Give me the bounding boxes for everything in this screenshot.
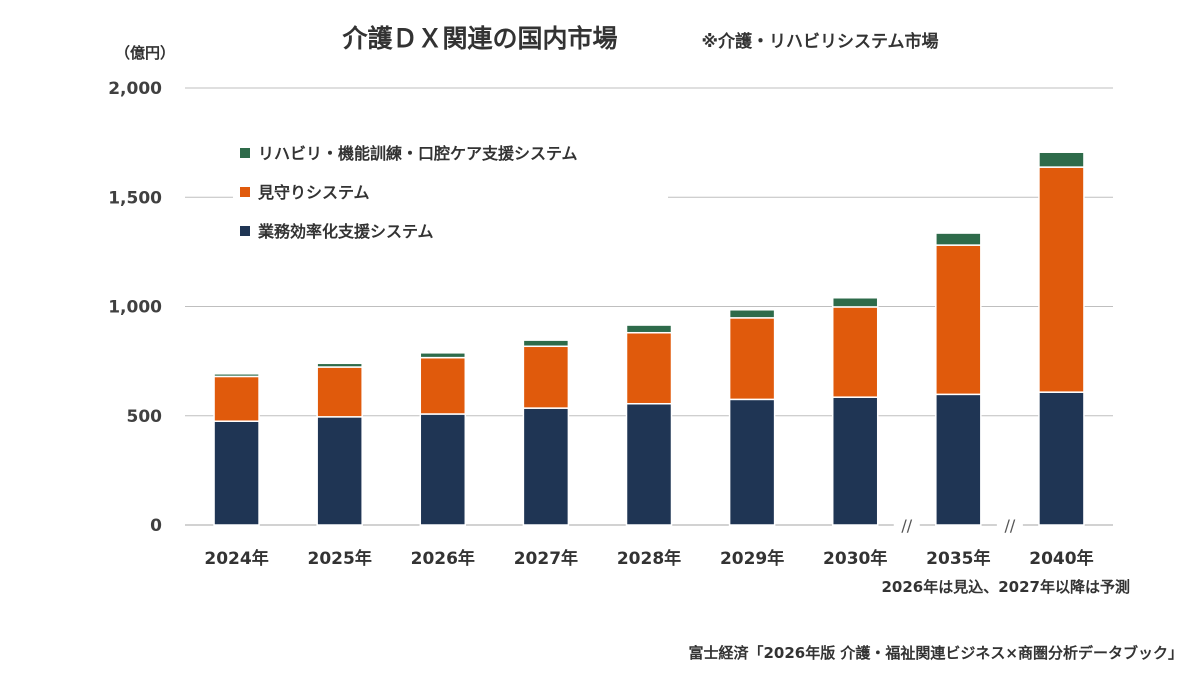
bar-segment	[316, 366, 363, 418]
bar-segment	[419, 352, 467, 359]
y-axis-unit: （億円）	[115, 44, 175, 62]
bar-segment	[831, 297, 879, 308]
x-tick-label: 2028年	[617, 548, 681, 569]
bar-segment	[625, 402, 673, 526]
x-tick-label: 2024年	[204, 548, 268, 569]
x-tick-label: 2030年	[823, 548, 887, 569]
bar-segment	[1038, 166, 1085, 393]
bar-segment	[728, 317, 776, 401]
bar-segment	[316, 416, 363, 526]
bar-segment	[522, 339, 570, 348]
bar-segment	[625, 324, 673, 334]
bar-segment	[213, 420, 260, 526]
bar-segment	[419, 356, 467, 415]
bar-segment	[831, 396, 879, 526]
legend-swatch	[240, 226, 250, 236]
x-tick-label: 2029年	[720, 548, 784, 569]
chart-title: 介護ＤＸ関連の国内市場	[341, 24, 617, 53]
x-tick-label: 2025年	[308, 548, 372, 569]
bars	[213, 151, 1085, 526]
bar-segment	[522, 407, 570, 526]
axis-break-gap	[996, 521, 1023, 529]
bar-segment	[728, 398, 776, 526]
y-tick-labels: 0 500 1,000 1,500 2,000	[108, 79, 162, 536]
bar-segment	[935, 232, 982, 246]
bar-segment	[1038, 391, 1085, 526]
source-note: 富士経済「2026年版 介護・福祉関連ビジネス×商圏分析データブック」	[688, 644, 1183, 662]
footnote: 2026年は見込、2027年以降は予測	[882, 578, 1131, 596]
x-tick-label: 2027年	[514, 548, 578, 569]
axis-break-gap	[893, 521, 920, 529]
x-tick-label: 2035年	[926, 548, 990, 569]
axis-break-mark: //	[1004, 516, 1015, 535]
legend-label: 業務効率化支援システム	[257, 222, 434, 241]
x-tick-label: 2040年	[1029, 548, 1093, 569]
axis-breaks: // //	[893, 516, 1023, 535]
bar-segment	[1038, 151, 1085, 168]
bar-segment	[522, 345, 570, 409]
bar-segment	[213, 373, 260, 378]
bar-segment	[316, 362, 363, 368]
x-tick-label: 2026年	[411, 548, 475, 569]
legend-swatch	[240, 148, 250, 158]
y-tick-label: 1,500	[108, 188, 162, 208]
legend-label: 見守りシステム	[257, 183, 370, 202]
chart-subtitle: ※介護・リハビリシステム市場	[701, 31, 938, 52]
bar-segment	[935, 393, 982, 526]
bar-segment	[625, 331, 673, 405]
legend-background	[233, 126, 668, 246]
x-tick-labels: 2024年 2025年 2026年 2027年 2028年 2029年 2030年 2035年…	[204, 548, 1093, 569]
y-tick-label: 500	[127, 407, 163, 427]
bar-segment	[213, 375, 260, 422]
legend-swatch	[240, 187, 250, 197]
bar-segment	[935, 244, 982, 396]
axis-break-mark: //	[901, 516, 912, 535]
bar-segment	[728, 309, 776, 319]
legend-label: リハビリ・機能訓練・口腔ケア支援システム	[258, 144, 578, 163]
bar-segment	[419, 413, 467, 526]
y-tick-label: 0	[150, 516, 162, 536]
y-tick-label: 2,000	[108, 79, 162, 99]
bar-segment	[831, 306, 879, 398]
y-tick-label: 1,000	[108, 298, 162, 318]
